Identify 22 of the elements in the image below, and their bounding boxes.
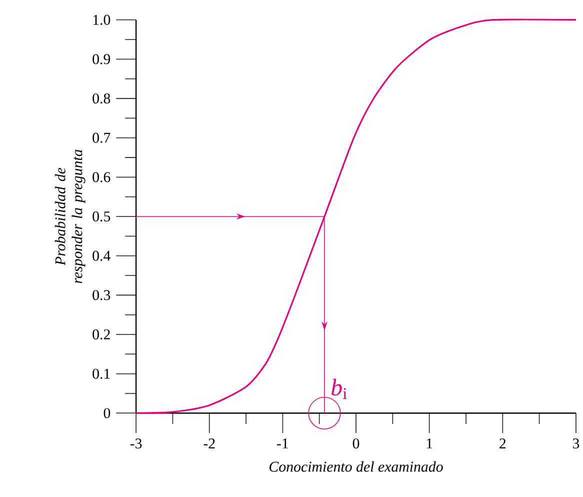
y-tick-label: 0.7	[92, 133, 110, 144]
y-tick-label: 0	[104, 408, 110, 418]
y-tick-label: 0.6	[92, 172, 110, 182]
y-tick-label: 0.4	[92, 250, 110, 262]
x-tick-label: 3	[572, 438, 580, 449]
x-tick-label: 1	[426, 438, 432, 449]
y-tick-label: 0.8	[92, 94, 110, 104]
x-tick-label: 0	[352, 438, 360, 449]
y-axis-title: Probabilidad de responder la pregunta	[54, 150, 86, 284]
x-tick-label: -1	[277, 438, 288, 449]
x-tick-label: -2	[204, 438, 215, 449]
y-tick-label: 0.3	[92, 290, 110, 300]
y-tick-label: 0.5	[92, 212, 110, 222]
line-series	[135, 18, 577, 414]
y-tick-label: 0.9	[92, 54, 110, 64]
y-tick-label: 0.1	[92, 368, 110, 380]
x-tick-label: -3	[130, 438, 142, 449]
y-tick-label: 1.0	[93, 15, 110, 26]
x-axis-title: Conocimiento del examinado	[270, 462, 443, 472]
y-tick-label: 0.2	[92, 330, 110, 340]
ref-line-label: b$_{i}$	[332, 378, 347, 400]
x-tick-label: 2	[500, 438, 506, 449]
